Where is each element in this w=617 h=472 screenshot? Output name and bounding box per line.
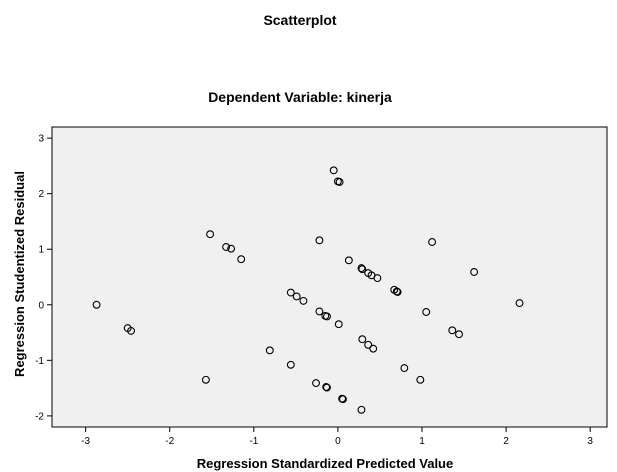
chart-subtitle: Dependent Variable: kinerja (208, 89, 392, 105)
data-point-18 (323, 312, 331, 321)
data-point-12 (292, 292, 301, 301)
data-point-44 (448, 326, 457, 335)
x-tick-label: 1 (419, 436, 425, 447)
y-tick-label: 0 (38, 300, 44, 311)
data-point-34 (364, 340, 373, 349)
y-tick-label: 3 (38, 134, 44, 145)
data-point-39 (393, 288, 402, 296)
data-point-21 (329, 166, 338, 175)
y-tick-label: 2 (38, 189, 44, 200)
data-point-14 (312, 379, 320, 388)
data-point-5 (206, 230, 215, 239)
x-tick-label: 2 (503, 436, 509, 447)
data-point-30 (358, 335, 367, 344)
y-axis-title: Regression Studentized Residual (12, 171, 27, 377)
y-tick-label: -2 (35, 411, 44, 422)
x-axis-title: Regression Standardized Predicted Value (197, 456, 453, 471)
data-point-13 (299, 296, 308, 305)
data-point-47 (515, 299, 524, 308)
data-point-3 (127, 326, 135, 335)
data-point-36 (373, 274, 382, 283)
data-point-45 (455, 330, 463, 339)
data-point-28 (357, 264, 366, 273)
data-point-27 (344, 256, 353, 265)
data-point-7 (227, 244, 236, 253)
y-axis: -2 -1 0 1 2 3 (35, 134, 52, 422)
data-point-24 (334, 320, 343, 329)
x-tick-label: -2 (165, 436, 174, 447)
data-point-8 (237, 255, 246, 264)
data-point-40 (400, 364, 409, 373)
data-point-1 (92, 300, 101, 309)
data-point-35 (369, 344, 378, 353)
x-tick-label: 3 (587, 436, 593, 447)
data-point-29 (358, 265, 367, 274)
data-points (92, 166, 524, 414)
x-tick-label: -1 (249, 436, 258, 447)
data-point-9 (265, 346, 274, 355)
data-point-26 (339, 395, 347, 404)
data-point-20 (323, 383, 331, 392)
data-point-11 (286, 288, 295, 297)
data-point-43 (428, 238, 437, 246)
x-tick-label: -3 (81, 436, 90, 447)
data-point-46 (470, 268, 479, 276)
data-point-31 (357, 405, 366, 414)
x-tick-label: 0 (335, 436, 341, 447)
data-point-10 (286, 360, 295, 369)
y-tick-label: 1 (38, 245, 44, 256)
data-point-15 (315, 236, 324, 245)
data-point-4 (201, 375, 210, 384)
data-point-16 (315, 307, 324, 316)
y-tick-label: -1 (35, 356, 44, 367)
data-point-42 (422, 308, 431, 316)
chart-title: Scatterplot (263, 12, 336, 28)
plot-area (51, 126, 608, 428)
x-axis: -3 -2 -1 0 1 2 3 (81, 427, 593, 447)
data-point-23 (335, 178, 344, 186)
data-point-6 (222, 243, 231, 251)
data-point-41 (416, 375, 425, 384)
